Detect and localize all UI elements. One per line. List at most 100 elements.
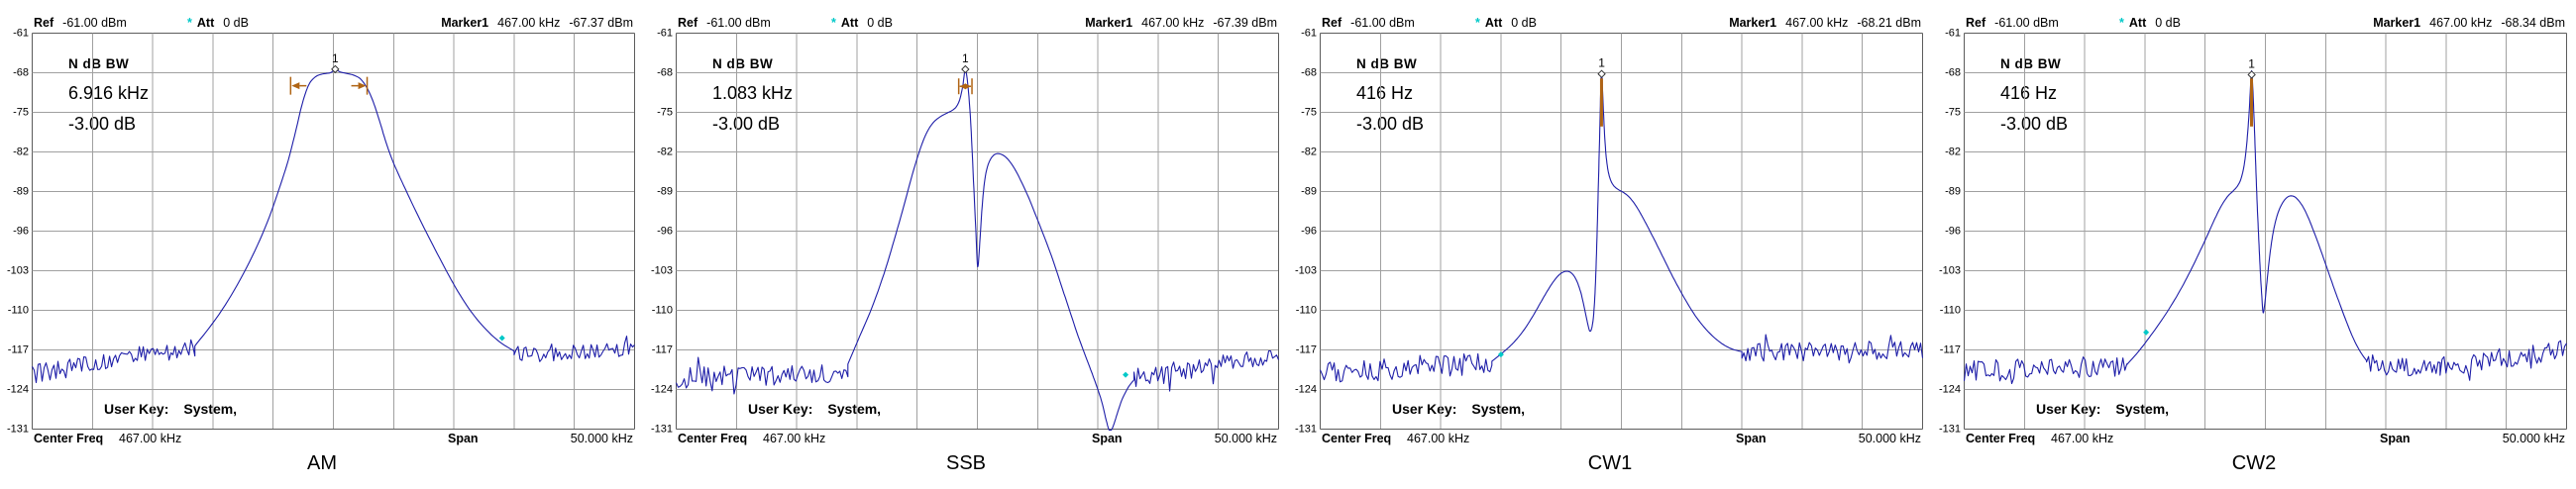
- cyan-trace-tick-icon: [1497, 351, 1504, 358]
- span-value: 50.000 kHz: [1214, 432, 1277, 445]
- panel-header: Ref -61.00 dBm * Att 0 dB Marker1 467.00 kHz…: [644, 0, 1288, 33]
- marker1-diamond-icon: 1: [1597, 56, 1606, 78]
- att-value: 0 dB: [867, 16, 893, 30]
- n-db-bw-marker: [1599, 78, 1603, 127]
- marker1-diamond-icon: 1: [961, 51, 970, 74]
- y-tick-label: -68: [13, 66, 29, 78]
- spectrum-trace: [32, 68, 635, 384]
- spectrum-trace: [676, 69, 1280, 431]
- spectrum-plot: 1: [676, 33, 1280, 431]
- ref-level-readout: Ref -61.00 dBm: [34, 16, 127, 30]
- ref-label: Ref: [1322, 16, 1342, 30]
- y-tick-label: -82: [657, 146, 673, 157]
- marker1-number: 1: [1598, 56, 1605, 70]
- marker1-label: Marker1: [1729, 16, 1777, 30]
- y-tick-label: -131: [1938, 423, 1961, 435]
- y-tick-label: -68: [1945, 66, 1961, 78]
- y-tick-label: -117: [7, 343, 29, 355]
- spectrum-trace: [1964, 69, 2567, 385]
- cyan-trace-tick-icon: [2143, 329, 2150, 336]
- attenuation-readout: * Att 0 dB: [2119, 16, 2181, 30]
- y-tick-label: -131: [1294, 423, 1317, 435]
- marker1-frequency: 467.00 kHz: [1785, 16, 1849, 30]
- att-value: 0 dB: [1511, 16, 1537, 30]
- marker1-amplitude: -68.21 dBm: [1857, 16, 1921, 30]
- n-db-bw-annotation: N dB BW 416 Hz -3.00 dB: [1356, 56, 1424, 135]
- center-freq-label: Center Freq: [678, 432, 748, 445]
- y-tick-label: -75: [13, 106, 29, 118]
- span-label: Span: [1092, 432, 1123, 445]
- marker1-number: 1: [2248, 56, 2255, 70]
- n-db-value: -3.00 dB: [1356, 114, 1425, 134]
- y-tick-label: -110: [7, 304, 29, 316]
- marker1-amplitude: -67.37 dBm: [569, 16, 633, 30]
- center-freq-label: Center Freq: [1966, 432, 2036, 445]
- y-tick-label: -75: [1945, 106, 1961, 118]
- att-value: 0 dB: [2155, 16, 2181, 30]
- att-label: Att: [196, 16, 215, 30]
- marker1-frequency: 467.00 kHz: [1141, 16, 1205, 30]
- y-tick-label: -110: [1295, 304, 1317, 316]
- y-tick-label: -82: [13, 146, 29, 157]
- marker1-frequency: 467.00 kHz: [497, 16, 561, 30]
- spectrum-panel: Ref -61.00 dBm * Att 0 dB Marker1 467.00 kHz…: [0, 0, 644, 489]
- center-freq-value: 467.00 kHz: [2051, 432, 2114, 445]
- marker1-readout: Marker1 467.00 kHz -67.39 dBm: [1085, 16, 1277, 30]
- y-tick-label: -61: [13, 27, 29, 39]
- ref-label: Ref: [678, 16, 698, 30]
- y-tick-label: -61: [1945, 27, 1961, 39]
- bandwidth-value: 6.916 kHz: [68, 83, 150, 103]
- marker1-amplitude: -67.39 dBm: [1213, 16, 1277, 30]
- user-key-value: System,: [827, 401, 882, 417]
- n-db-value: -3.00 dB: [68, 114, 137, 134]
- user-key-value: System,: [2115, 401, 2170, 417]
- y-tick-label: -117: [651, 343, 673, 355]
- panel-footer: Center Freq 467.00 kHz Span 50.000 kHz: [0, 432, 644, 449]
- y-tick-label: -131: [650, 423, 673, 435]
- marker1-label: Marker1: [1085, 16, 1133, 30]
- y-tick-label: -124: [1938, 383, 1961, 395]
- span-value: 50.000 kHz: [570, 432, 633, 445]
- spectrum-panel: Ref -61.00 dBm * Att 0 dB Marker1 467.00 kHz…: [1932, 0, 2576, 489]
- n-db-bw-annotation: N dB BW 6.916 kHz -3.00 dB: [68, 56, 149, 135]
- ref-value: -61.00 dBm: [706, 16, 771, 30]
- y-tick-label: -89: [1945, 185, 1961, 197]
- y-tick-label: -96: [1945, 225, 1961, 237]
- span-value: 50.000 kHz: [2502, 432, 2565, 445]
- y-tick-label: -61: [657, 27, 673, 39]
- y-tick-label: -103: [1294, 264, 1317, 276]
- panel-footer: Center Freq 467.00 kHz Span 50.000 kHz: [1288, 432, 1932, 449]
- span-value: 50.000 kHz: [1858, 432, 1921, 445]
- panel-footer: Center Freq 467.00 kHz Span 50.000 kHz: [1932, 432, 2576, 449]
- n-db-bw-marker: [2250, 78, 2254, 127]
- att-label: Att: [1484, 16, 1503, 30]
- y-tick-label: -131: [6, 423, 29, 435]
- plot-area: -61 -68 -75 -82 -89 -96 -103 -110 -117 -124 -131 N…: [1932, 28, 2576, 435]
- panel-header: Ref -61.00 dBm * Att 0 dB Marker1 467.00 kHz…: [0, 0, 644, 33]
- user-key-value: System,: [183, 401, 238, 417]
- marker1-readout: Marker1 467.00 kHz -68.21 dBm: [1729, 16, 1921, 30]
- y-tick-label: -103: [1938, 264, 1961, 276]
- attenuation-readout: * Att 0 dB: [187, 16, 249, 30]
- marker1-number: 1: [332, 51, 339, 65]
- plot-area: -61 -68 -75 -82 -89 -96 -103 -110 -117 -124 -131 N…: [644, 28, 1288, 435]
- y-tick-label: -75: [1301, 106, 1317, 118]
- marker1-diamond-icon: 1: [331, 51, 340, 74]
- plot-area: -61 -68 -75 -82 -89 -96 -103 -110 -117 -124 -131 N…: [0, 28, 644, 435]
- marker1-readout: Marker1 467.00 kHz -68.34 dBm: [2373, 16, 2565, 30]
- y-tick-label: -82: [1945, 146, 1961, 157]
- n-db-bw-annotation: N dB BW 416 Hz -3.00 dB: [2000, 56, 2068, 135]
- center-freq-value: 467.00 kHz: [1407, 432, 1470, 445]
- attenuation-readout: * Att 0 dB: [1475, 16, 1537, 30]
- y-tick-label: -82: [1301, 146, 1317, 157]
- ref-label: Ref: [34, 16, 54, 30]
- spectrum-panel: Ref -61.00 dBm * Att 0 dB Marker1 467.00 kHz…: [644, 0, 1288, 489]
- ref-value: -61.00 dBm: [1994, 16, 2059, 30]
- y-tick-label: -117: [1295, 343, 1317, 355]
- marker1-frequency: 467.00 kHz: [2429, 16, 2493, 30]
- span-label: Span: [2380, 432, 2411, 445]
- n-db-bw-label: N dB BW: [1356, 56, 1418, 71]
- y-tick-label: -68: [1301, 66, 1317, 78]
- y-tick-label: -110: [1939, 304, 1961, 316]
